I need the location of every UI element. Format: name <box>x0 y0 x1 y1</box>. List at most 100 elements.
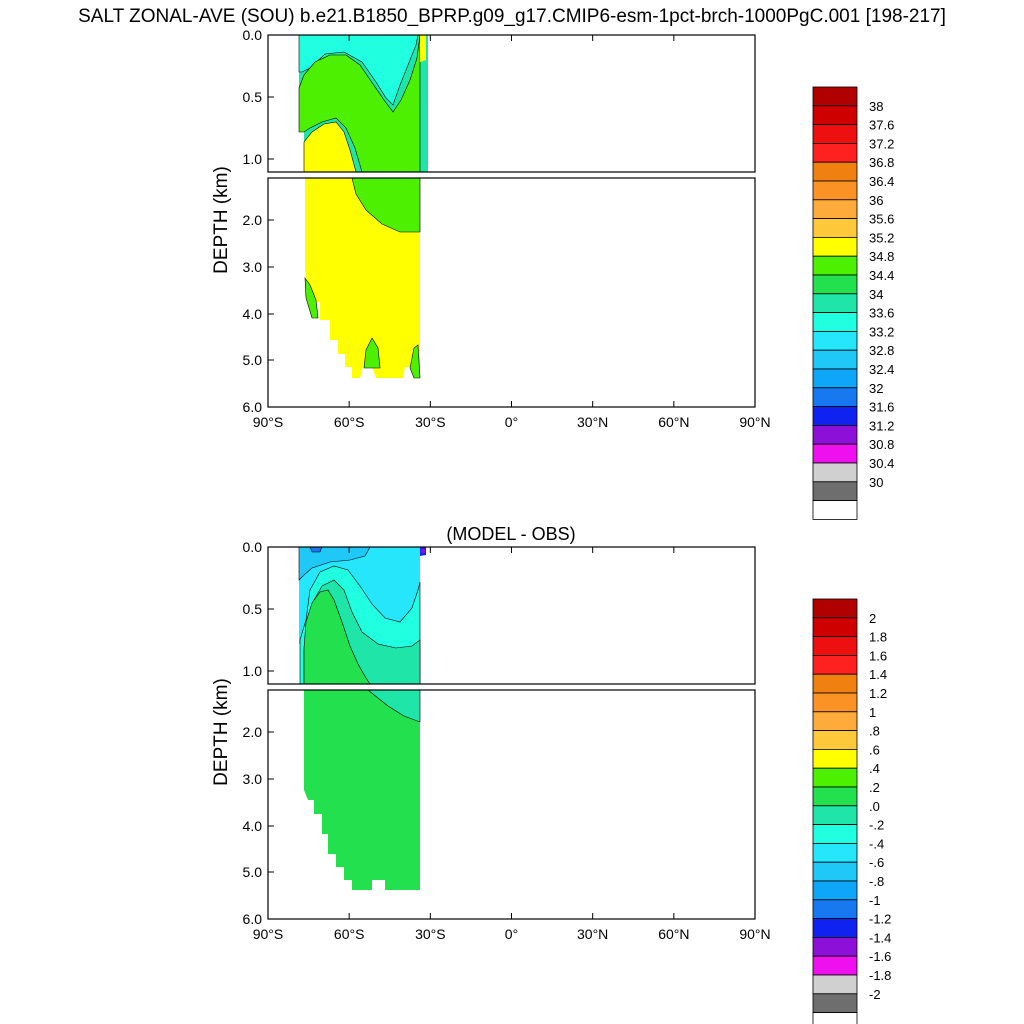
y-tick-label: 6.0 <box>243 399 263 415</box>
colorbar-label: -.8 <box>869 874 884 889</box>
colorbar-label: 35.6 <box>869 212 894 227</box>
colorbar-label: .8 <box>869 724 880 739</box>
colorbar-box <box>812 424 858 445</box>
y-tick-label: 0.0 <box>243 27 263 43</box>
colorbar-label: 1 <box>869 705 876 720</box>
colorbar-box <box>812 749 858 769</box>
contour-fill-33.6 <box>298 35 419 106</box>
colorbar-box <box>812 142 858 163</box>
panel-2-colorbar: 21.81.61.41.21.8.6.4.2.0-.2-.4-.6-.8-1-1… <box>812 598 891 1024</box>
colorbar-box <box>812 730 858 750</box>
colorbar-box <box>812 86 858 107</box>
colorbar-label: 37.2 <box>869 136 894 151</box>
colorbar-label: -1.4 <box>869 930 891 945</box>
colorbar-box <box>812 767 858 788</box>
colorbar-box <box>812 218 858 238</box>
colorbar-box <box>812 786 858 807</box>
panel-1-axes: 90°S 60°S 30°S 0° 30°N 60°N 90°N 0.0 0.5 1.0 2.0 3.… <box>211 27 771 430</box>
colorbar-box <box>812 711 858 731</box>
y-axis-label: DEPTH (km) <box>211 166 232 274</box>
panel-2-title: (MODEL - OBS) <box>446 524 575 544</box>
colorbar-box <box>812 500 858 520</box>
difference-field <box>298 547 426 890</box>
colorbar-box <box>812 105 858 126</box>
colorbar-box <box>812 805 858 825</box>
colorbar-label: .6 <box>869 742 880 757</box>
colorbar-label: 31.6 <box>869 400 894 415</box>
y-tick-label: 4.0 <box>243 306 263 322</box>
colorbar-box <box>812 824 858 844</box>
colorbar-label: 32.8 <box>869 343 894 358</box>
colorbar-box <box>812 481 858 501</box>
colorbar-label: -1.2 <box>869 912 891 927</box>
y-tick-label: 5.0 <box>243 864 263 880</box>
diff-fill-0.0 <box>303 589 371 684</box>
coast-fill-34.8 <box>420 35 426 62</box>
colorbar-box <box>812 899 858 919</box>
diff-fill-minus0.8 <box>298 547 371 581</box>
x-tick-label: 30°N <box>577 414 608 430</box>
y-tick-label: 6.0 <box>243 911 263 927</box>
colorbar-label: 30.8 <box>869 437 894 452</box>
colorbar-label: 36.4 <box>869 174 894 189</box>
y-tick-label: 0.5 <box>243 89 263 105</box>
colorbar-label: -2 <box>869 987 881 1002</box>
colorbar-label: 32 <box>869 381 883 396</box>
y-tick-label: 0.0 <box>243 539 263 555</box>
y-tick-label: 3.0 <box>243 771 263 787</box>
contour-fill-34.4-patch <box>363 337 381 369</box>
diff-fill-minus1.0 <box>309 547 323 553</box>
contour-fill-34.4 <box>298 35 421 172</box>
contour-fill-34.4-patch2 <box>409 344 421 379</box>
colorbar-label: -1.6 <box>869 949 891 964</box>
colorbar-label: 34.4 <box>869 268 894 283</box>
colorbar-label: 1.4 <box>869 667 887 682</box>
x-tick-label: 30°N <box>577 926 608 942</box>
colorbar-box <box>812 861 858 882</box>
colorbar-box <box>812 443 858 464</box>
diff-coast-purple <box>421 549 425 553</box>
colorbar-box <box>812 598 858 619</box>
x-tick-label: 30°S <box>415 414 446 430</box>
y-tick-label: 5.0 <box>243 352 263 368</box>
x-tick-label: 60°N <box>658 926 689 942</box>
colorbar-box <box>812 293 858 313</box>
panel-2-axes: 90°S 60°S 30°S 0° 30°N 60°N 90°N 0.0 0.5 1.0 2.0 3.… <box>211 539 771 942</box>
colorbar-box <box>812 330 858 351</box>
colorbar-box <box>812 880 858 901</box>
colorbar-label: 1.2 <box>869 686 887 701</box>
x-tick-label: 90°S <box>253 414 284 430</box>
x-tick-label: 0° <box>505 926 518 942</box>
colorbar-box <box>812 692 858 713</box>
colorbar-label: -1.8 <box>869 968 891 983</box>
y-tick-label: 2.0 <box>243 724 263 740</box>
y-tick-label: 3.0 <box>243 259 263 275</box>
colorbar-box <box>812 124 858 144</box>
colorbar-box <box>812 199 858 220</box>
colorbar-label: .0 <box>869 799 880 814</box>
colorbar-label: 33.2 <box>869 324 894 339</box>
colorbar-box <box>812 636 858 656</box>
colorbar-box <box>812 161 858 182</box>
contour-fill-34.4-slope <box>304 276 319 319</box>
y-tick-label: 4.0 <box>243 818 263 834</box>
x-tick-label: 90°N <box>739 926 770 942</box>
y-tick-label: 1.0 <box>243 663 263 679</box>
diff-fill-minus0.2-deep <box>367 690 421 723</box>
x-tick-label: 30°S <box>415 926 446 942</box>
contour-fill-34.4-deep <box>351 178 421 233</box>
colorbar-label: 30 <box>869 475 883 490</box>
colorbar-label: 33.6 <box>869 306 894 321</box>
colorbar-box <box>812 406 858 426</box>
colorbar-box <box>812 843 858 863</box>
colorbar-box <box>812 974 858 995</box>
colorbar-label: -.2 <box>869 818 884 833</box>
colorbar-label: 38 <box>869 99 883 114</box>
colorbar-label: 35.2 <box>869 230 894 245</box>
contour-fill-34.8 <box>303 121 357 172</box>
x-tick-label: 60°S <box>334 414 365 430</box>
colorbar-label: 31.2 <box>869 418 894 433</box>
colorbar-box <box>812 955 858 976</box>
colorbar-box <box>812 617 858 637</box>
